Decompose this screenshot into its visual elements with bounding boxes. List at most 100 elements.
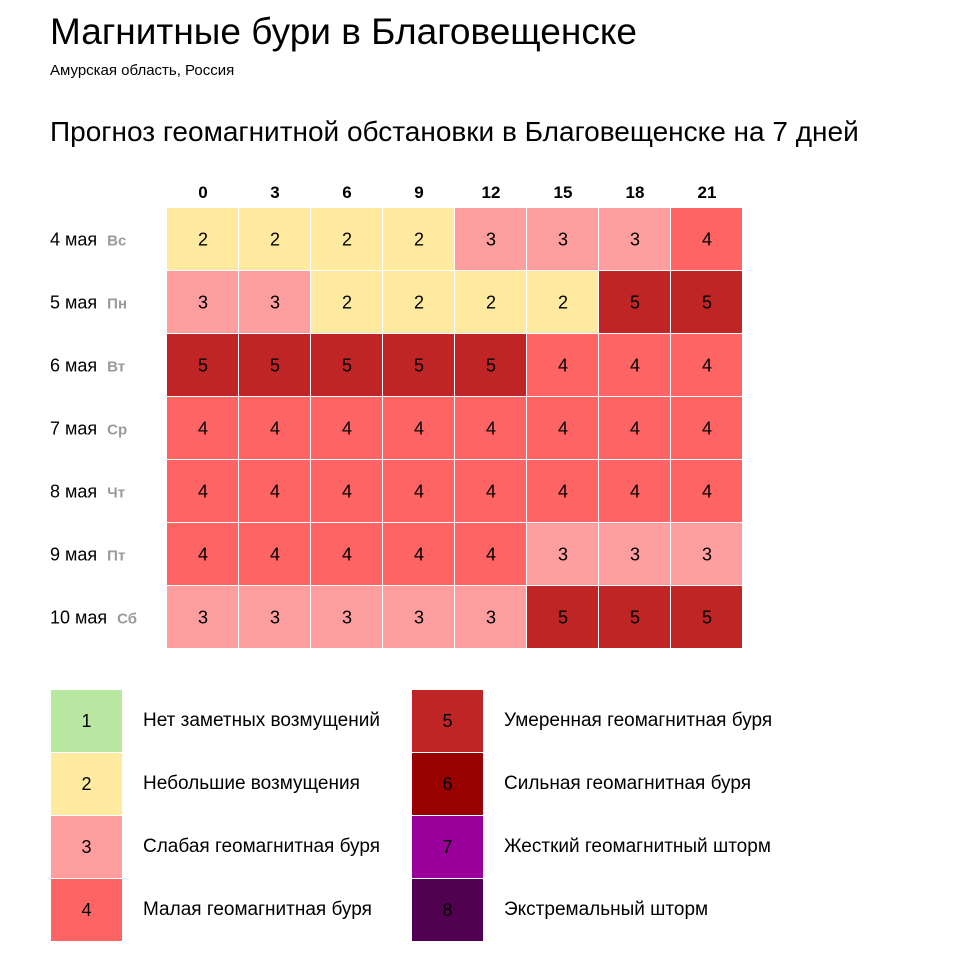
heatmap-cell [167, 523, 238, 585]
heatmap-cell [527, 523, 598, 585]
legend-swatch: 2 [51, 753, 122, 815]
date-label: 6 мая Вт [50, 356, 125, 376]
heatmap-cell [167, 586, 238, 648]
date-label: 4 мая Вс [50, 230, 126, 250]
legend-label: Небольшие возмущения [143, 773, 360, 794]
heatmap-cell [239, 460, 310, 522]
cell-value: 3 [198, 608, 208, 628]
heatmap-cell [239, 523, 310, 585]
heatmap-cell [239, 208, 310, 270]
cell-value: 2 [342, 230, 352, 250]
cell-value: 4 [342, 482, 352, 502]
heatmap-cell [311, 397, 382, 459]
cell-value: 2 [486, 293, 496, 313]
cell-value: 4 [558, 419, 568, 439]
hour-label: 12 [482, 183, 501, 202]
heatmap-cell [455, 334, 526, 396]
cell-value: 4 [702, 419, 712, 439]
heatmap-cell [167, 397, 238, 459]
legend-label: Жесткий геомагнитный шторм [504, 836, 771, 857]
heatmap-cell [527, 271, 598, 333]
cell-value: 4 [270, 419, 280, 439]
hour-label: 0 [198, 183, 207, 202]
cell-value: 2 [342, 293, 352, 313]
weekday-label: Чт [107, 485, 125, 502]
heatmap-cell [167, 460, 238, 522]
heatmap-cell [599, 523, 670, 585]
heatmap-cell [671, 334, 742, 396]
legend-label: Сильная геомагнитная буря [504, 773, 751, 794]
heatmap-cell [671, 397, 742, 459]
cell-value: 4 [342, 545, 352, 565]
heatmap-cell [383, 523, 454, 585]
date-label: 9 мая Пт [50, 545, 125, 565]
cell-value: 4 [270, 482, 280, 502]
heatmap-cell [671, 460, 742, 522]
cell-value: 5 [486, 356, 496, 376]
heatmap-cell [383, 271, 454, 333]
cell-value: 4 [558, 356, 568, 376]
weekday-label: Вт [107, 359, 125, 376]
cell-value: 4 [630, 419, 640, 439]
heatmap-cell [599, 334, 670, 396]
weekday-label: Ср [107, 422, 127, 439]
heatmap-cell [671, 271, 742, 333]
legend-swatch: 4 [51, 879, 122, 941]
cell-value: 4 [630, 356, 640, 376]
cell-value: 3 [342, 608, 352, 628]
cell-value: 5 [270, 356, 280, 376]
heatmap-cell [455, 208, 526, 270]
cell-value: 4 [702, 356, 712, 376]
heatmap-cell [167, 334, 238, 396]
heatmap-cell [527, 334, 598, 396]
cell-value: 4 [270, 545, 280, 565]
cell-value: 2 [414, 230, 424, 250]
cell-value: 4 [198, 545, 208, 565]
hour-label: 3 [270, 183, 279, 202]
cell-value: 4 [486, 419, 496, 439]
cell-value: 2 [558, 293, 568, 313]
cell-value: 3 [630, 545, 640, 565]
cell-value: 4 [702, 482, 712, 502]
heatmap-cell [599, 208, 670, 270]
cell-value: 5 [630, 608, 640, 628]
cell-value: 4 [558, 482, 568, 502]
cell-value: 4 [414, 482, 424, 502]
heatmap-cell [239, 334, 310, 396]
heatmap-cell [311, 586, 382, 648]
legend-swatch: 3 [51, 816, 122, 878]
legend-label: Слабая геомагнитная буря [143, 836, 380, 857]
page-subtitle: Амурская область, Россия [50, 62, 235, 79]
heatmap-cell [671, 523, 742, 585]
cell-value: 4 [630, 482, 640, 502]
cell-value: 5 [558, 608, 568, 628]
legend-swatch: 8 [412, 879, 483, 941]
heatmap-cell [383, 460, 454, 522]
heatmap-cell [599, 586, 670, 648]
forecast-title: Прогноз геомагнитной обстановки в Благов… [50, 116, 859, 147]
heatmap-cell [239, 397, 310, 459]
hour-label: 21 [698, 183, 717, 202]
heatmap-cell [239, 586, 310, 648]
heatmap-cell [311, 208, 382, 270]
heatmap-cell [599, 460, 670, 522]
cell-value: 5 [630, 293, 640, 313]
cell-value: 3 [630, 230, 640, 250]
heatmap-cell [311, 523, 382, 585]
heatmap-cell [383, 208, 454, 270]
hour-label: 15 [554, 183, 573, 202]
heatmap-cell [455, 586, 526, 648]
cell-value: 3 [486, 230, 496, 250]
cell-value: 3 [558, 545, 568, 565]
legend-label: Малая геомагнитная буря [143, 899, 372, 920]
page-title: Магнитные бури в Благовещенске [50, 11, 637, 52]
hour-label: 18 [626, 183, 645, 202]
heatmap-cell [671, 586, 742, 648]
heatmap-cell [383, 334, 454, 396]
weekday-label: Пт [107, 548, 125, 565]
cell-value: 3 [414, 608, 424, 628]
legend-label: Экстремальный шторм [504, 899, 709, 920]
date-label: 8 мая Чт [50, 482, 125, 502]
heatmap-cell [311, 460, 382, 522]
heatmap-cell [455, 397, 526, 459]
